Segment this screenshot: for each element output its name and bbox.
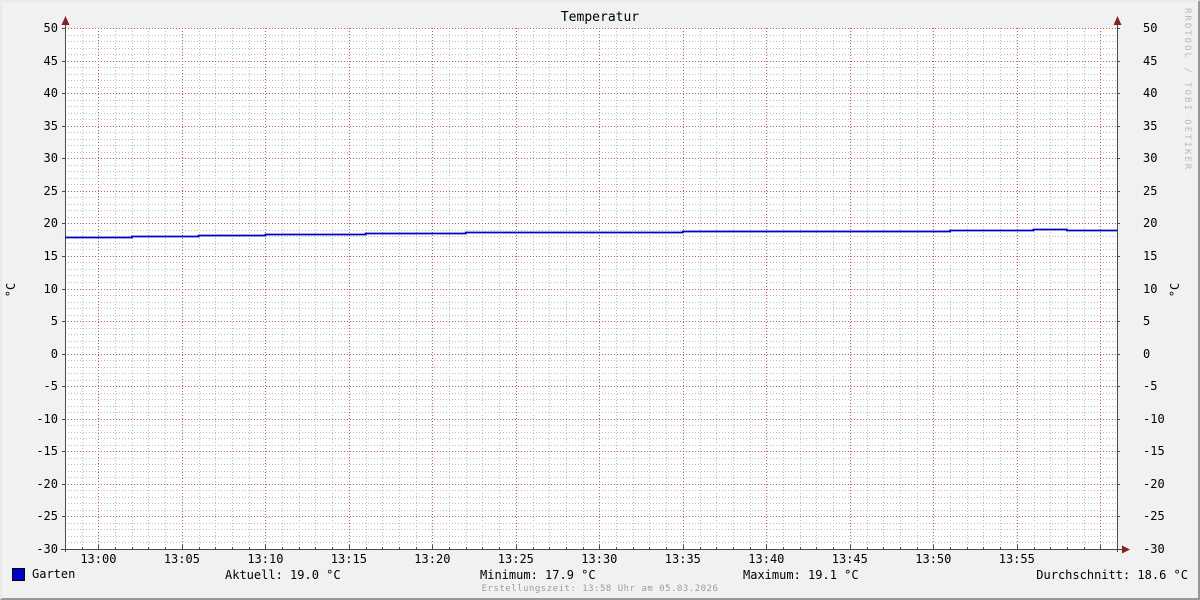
y-tick-label-left: 20 xyxy=(43,216,58,231)
y-tick-label-left: -15 xyxy=(36,444,58,459)
legend-series-label: Garten xyxy=(32,567,76,581)
y-tick-label-right: -5 xyxy=(1143,379,1158,394)
x-tick-label: 13:35 xyxy=(664,552,701,566)
y-tick-label-left: -20 xyxy=(36,476,58,491)
x-tick-label: 13:15 xyxy=(330,552,367,566)
x-tick-label: 13:00 xyxy=(80,552,117,566)
axis-lines xyxy=(61,22,1123,552)
y-tick-label-left: 5 xyxy=(50,314,58,329)
x-tick-label: 13:45 xyxy=(831,552,868,566)
x-tick-label: 13:25 xyxy=(497,552,534,566)
y-tick-label-right: -25 xyxy=(1143,509,1165,524)
y-tick-label-right: 0 xyxy=(1143,346,1151,361)
y-tick-label-left: -10 xyxy=(36,411,58,426)
x-tick-label: 13:30 xyxy=(581,552,618,566)
y-tick-label-left: 35 xyxy=(43,118,58,133)
y-tick-label-right: 20 xyxy=(1143,216,1158,231)
legend-color-swatch xyxy=(12,567,25,581)
y-tick-label-right: -20 xyxy=(1143,476,1165,491)
x-tick-label: 13:10 xyxy=(247,552,284,566)
x-tick-label: 13:05 xyxy=(163,552,200,566)
x-tick-label: 13:50 xyxy=(915,552,952,566)
y-tick-label-right: 5 xyxy=(1143,314,1151,329)
y-tick-label-right: 35 xyxy=(1143,118,1158,133)
series-line-garten xyxy=(65,228,1117,239)
y-tick-label-left: -25 xyxy=(36,509,58,524)
legend-row: Garten Aktuell: 19.0 °C Minimum: 17.9 °C… xyxy=(0,567,1200,583)
chart-title: Temperatur xyxy=(560,10,640,25)
y-tick-label-left: 0 xyxy=(50,346,58,361)
y-tick-label-left: 15 xyxy=(43,248,58,263)
legend-series-garten: Garten xyxy=(12,567,75,581)
y-tick-label-left: 50 xyxy=(43,21,58,35)
stat-maximum: Maximum: 19.1 °C xyxy=(743,568,859,582)
stat-aktuell: Aktuell: 19.0 °C xyxy=(225,568,341,582)
major-gridlines xyxy=(65,28,1117,549)
stat-durchschnitt: Durchschnitt: 18.6 °C xyxy=(1036,568,1188,582)
y-tick-label-left: 45 xyxy=(43,53,58,68)
y-tick-label-right: 50 xyxy=(1143,21,1158,35)
y-tick-label-left: 25 xyxy=(43,183,58,198)
minor-gridlines xyxy=(65,28,1117,549)
y-tick-label-right: 30 xyxy=(1143,151,1158,166)
y-tick-label-right: 40 xyxy=(1143,86,1158,101)
y-tick-label-right: 45 xyxy=(1143,53,1158,68)
y-tick-label-left: -5 xyxy=(43,379,58,394)
y-tick-label-right: -15 xyxy=(1143,444,1165,459)
y-tick-label-right: -30 xyxy=(1143,542,1165,556)
y-tick-label-right: 10 xyxy=(1143,281,1158,296)
x-tick-label: 13:55 xyxy=(998,552,1035,566)
stat-minimum: Minimum: 17.9 °C xyxy=(480,568,596,582)
creation-time-footer: Erstellungszeit: 13:58 Uhr am 05.03.2026 xyxy=(481,584,719,594)
x-tick-label: 13:40 xyxy=(748,552,785,566)
y-tick-label-left: 10 xyxy=(43,281,58,296)
y-tick-label-left: 40 xyxy=(43,86,58,101)
y-tick-label-right: 25 xyxy=(1143,183,1158,198)
y-tick-label-left: 30 xyxy=(43,151,58,166)
y-tick-label-left: -30 xyxy=(36,542,58,556)
y-tick-label-right: -10 xyxy=(1143,411,1165,426)
plot-canvas xyxy=(65,28,1117,549)
x-tick-label: 13:20 xyxy=(414,552,451,566)
y-tick-label-right: 15 xyxy=(1143,248,1158,263)
